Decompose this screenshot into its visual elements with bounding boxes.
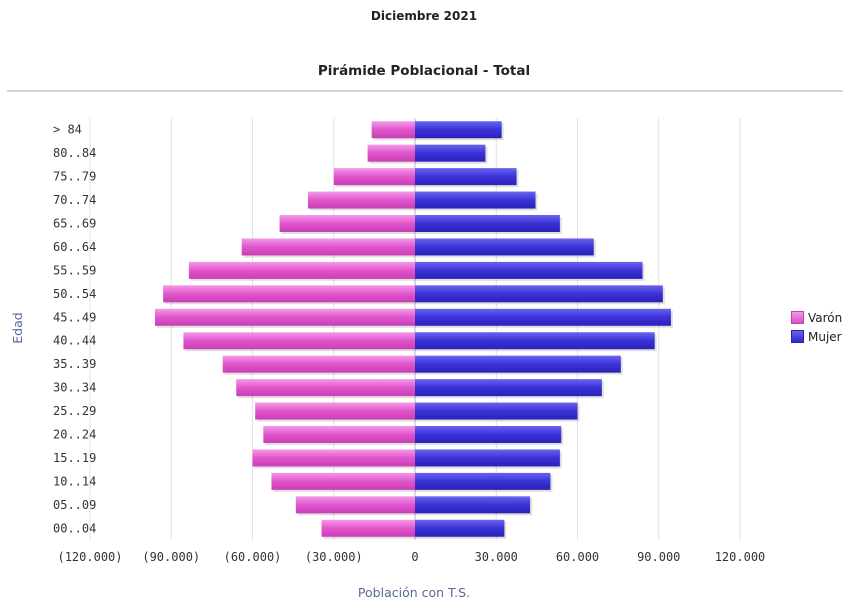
y-tick-label: 75..79 [53, 170, 96, 184]
y-tick-label: 35..39 [53, 357, 96, 371]
x-tick-label: (120.000) [57, 550, 122, 564]
bar-mujer[interactable] [415, 355, 621, 373]
bar-varon[interactable] [255, 402, 415, 420]
bar-varon[interactable] [188, 261, 415, 279]
bar-varon[interactable] [241, 238, 415, 256]
bar-varon[interactable] [236, 379, 415, 397]
legend-item-mujer[interactable]: Mujer [791, 327, 842, 346]
bar-mujer[interactable] [415, 144, 486, 162]
bar-mujer[interactable] [415, 496, 531, 514]
x-tick-label: 60.000 [556, 550, 599, 564]
bar-mujer[interactable] [415, 191, 536, 209]
y-axis-title: Edad [10, 312, 25, 343]
bar-mujer[interactable] [415, 519, 505, 537]
legend-item-varon[interactable]: Varón [791, 308, 842, 327]
y-tick-label: 25..29 [53, 404, 96, 418]
y-tick-label: 80..84 [53, 146, 96, 160]
y-tick-label: 05..09 [53, 498, 96, 512]
legend-label-mujer: Mujer [808, 329, 842, 344]
bar-varon[interactable] [183, 332, 415, 350]
bar-varon[interactable] [263, 426, 415, 443]
bar-varon[interactable] [371, 121, 415, 139]
bar-varon[interactable] [367, 144, 415, 162]
bar-varon[interactable] [252, 449, 416, 467]
legend-swatch-mujer [791, 330, 804, 343]
y-tick-label: 20..24 [53, 428, 96, 442]
y-tick-label: 00..04 [53, 521, 96, 535]
x-tick-label: 90.000 [637, 550, 680, 564]
x-tick-label: (30.000) [305, 550, 363, 564]
bar-varon[interactable] [163, 285, 415, 303]
x-tick-label: 0 [411, 550, 418, 564]
bar-mujer[interactable] [415, 168, 517, 186]
bar-varon[interactable] [222, 355, 415, 373]
bar-mujer[interactable] [415, 449, 560, 467]
bar-varon[interactable] [155, 308, 415, 326]
bar-varon[interactable] [308, 191, 415, 209]
x-axis-title: Población con T.S. [358, 585, 470, 600]
legend-label-varon: Varón [808, 310, 843, 325]
y-tick-label: 30..34 [53, 381, 96, 395]
x-tick-label: 120.000 [715, 550, 766, 564]
bar-varon[interactable] [321, 519, 415, 537]
y-tick-label: 45..49 [53, 310, 96, 324]
bar-mujer[interactable] [415, 238, 594, 256]
y-tick-label: 50..54 [53, 287, 96, 301]
title-divider [7, 90, 843, 92]
bar-varon[interactable] [295, 496, 415, 514]
bar-mujer[interactable] [415, 379, 602, 397]
x-tick-label: (90.000) [142, 550, 200, 564]
x-tick-label: 30.000 [475, 550, 518, 564]
bar-mujer[interactable] [415, 426, 562, 443]
y-tick-label: > 84 [53, 123, 82, 137]
bar-mujer[interactable] [415, 121, 502, 139]
bar-mujer[interactable] [415, 261, 643, 279]
y-tick-label: 40..44 [53, 334, 96, 348]
bar-varon[interactable] [333, 168, 415, 186]
y-tick-label: 70..74 [53, 193, 96, 207]
y-tick-label: 55..59 [53, 263, 96, 277]
bar-varon[interactable] [271, 472, 415, 490]
y-tick-label: 65..69 [53, 217, 96, 231]
legend: Varón Mujer [791, 308, 842, 346]
y-tick-label: 15..19 [53, 451, 96, 465]
bar-varon[interactable] [279, 215, 415, 232]
bar-mujer[interactable] [415, 332, 655, 350]
legend-swatch-varon [791, 311, 804, 324]
bar-mujer[interactable] [415, 308, 671, 326]
y-tick-label: 10..14 [53, 474, 96, 488]
period-label: Diciembre 2021 [370, 9, 478, 23]
bar-mujer[interactable] [415, 402, 578, 420]
chart-title: Pirámide Poblacional - Total [317, 63, 531, 79]
bar-mujer[interactable] [415, 285, 663, 303]
bar-mujer[interactable] [415, 215, 560, 232]
x-tick-label: (60.000) [224, 550, 282, 564]
y-tick-label: 60..64 [53, 240, 96, 254]
bar-mujer[interactable] [415, 472, 551, 490]
